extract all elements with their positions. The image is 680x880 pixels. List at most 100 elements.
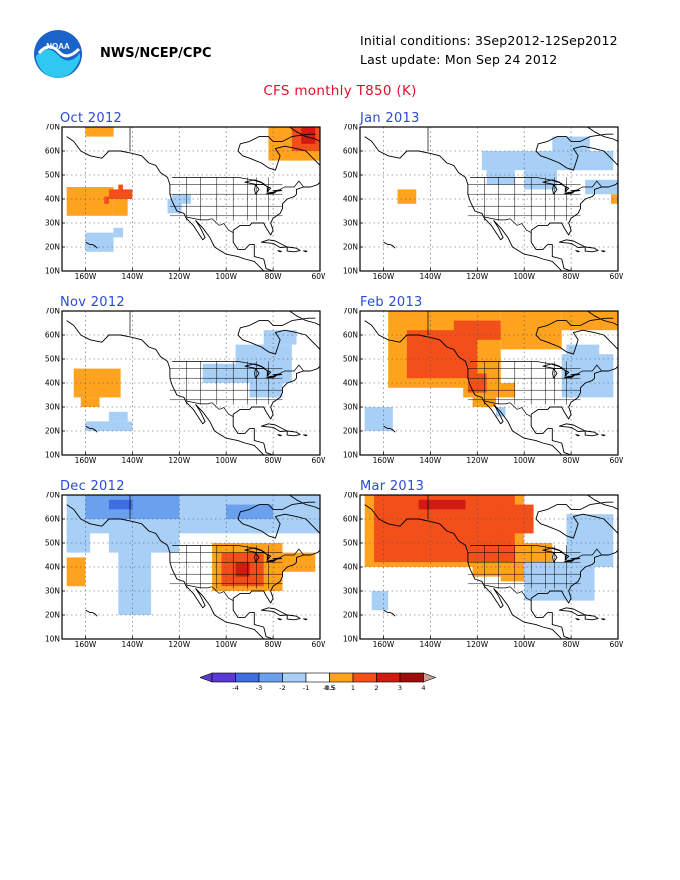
state-borders: [169, 545, 283, 589]
map-layer: [62, 311, 320, 455]
lon-tick-label: 120W: [168, 640, 190, 647]
lon-tick-label: 140W: [121, 272, 143, 279]
lat-tick-label: 40N: [343, 195, 358, 204]
anomaly-region: [202, 363, 238, 383]
lat-tick-label: 30N: [343, 403, 358, 412]
lat-tick-label: 40N: [45, 379, 60, 388]
lon-tick-label: 60W: [610, 456, 623, 463]
lat-tick-label: 10N: [45, 451, 60, 460]
anomaly-region: [118, 547, 152, 615]
map-layer: [62, 127, 320, 271]
anomaly-region: [85, 232, 114, 252]
lat-tick-label: 20N: [45, 611, 60, 620]
lat-tick-label: 60N: [343, 147, 358, 156]
lat-tick-label: 20N: [343, 243, 358, 252]
anomaly-region: [566, 344, 600, 369]
state-borders: [467, 177, 581, 221]
page-title: CFS monthly T850 (K): [263, 83, 417, 99]
lon-tick-label: 120W: [168, 272, 190, 279]
anomaly-region: [113, 194, 128, 216]
lon-tick-label: 160W: [373, 640, 395, 647]
colorbar-swatch: [305, 672, 330, 683]
lat-tick-label: 30N: [343, 587, 358, 596]
anomaly-region: [108, 499, 133, 510]
lon-tick-label: 100W: [215, 272, 237, 279]
colorbar-tick-label: -2: [279, 684, 285, 692]
anomaly-region: [301, 127, 316, 144]
noaa-logo-icon: NOAA: [33, 29, 83, 79]
lat-tick-label: 10N: [45, 267, 60, 276]
anomaly-region: [172, 194, 191, 204]
colorbar-tick-label: 4: [421, 684, 425, 692]
svg-text:NOAA: NOAA: [46, 42, 70, 51]
lat-tick-label: 20N: [45, 243, 60, 252]
anomaly-region: [85, 127, 114, 137]
lon-tick-label: 80W: [265, 640, 283, 647]
lat-tick-label: 30N: [45, 587, 60, 596]
anomaly-region: [397, 189, 417, 204]
lat-tick-label: 20N: [343, 611, 358, 620]
lon-tick-label: 80W: [265, 456, 283, 463]
panel-title-feb-2013: Feb 2013: [360, 295, 423, 310]
lat-tick-label: 50N: [45, 171, 60, 180]
lon-tick-label: 160W: [75, 456, 97, 463]
panel-title-nov-2012: Nov 2012: [60, 295, 125, 310]
lon-tick-label: 140W: [419, 456, 441, 463]
last-update: Last update: Mon Sep 24 2012: [360, 52, 558, 67]
anomaly-region: [371, 591, 389, 611]
lat-tick-label: 30N: [343, 219, 358, 228]
anomaly-region: [113, 227, 123, 238]
colorbar-swatch: [352, 672, 377, 683]
colorbar-tick-label: 2: [374, 684, 378, 692]
lon-tick-label: 60W: [610, 640, 623, 647]
anomaly-region: [85, 495, 180, 519]
lon-tick-label: 140W: [121, 456, 143, 463]
lon-tick-label: 80W: [265, 272, 283, 279]
anomaly-region: [263, 330, 297, 345]
map-panel-dec-2012: 70N 60N 50N 40N 30N 20N 10N 160W 140W 120W 100W 80W…: [40, 492, 325, 647]
state-borders: [467, 361, 581, 405]
lon-tick-label: 160W: [75, 272, 97, 279]
lat-tick-label: 60N: [343, 331, 358, 340]
coastline: [66, 127, 320, 271]
lon-tick-label: 60W: [312, 640, 325, 647]
colorbar-tick-label: -1: [303, 684, 309, 692]
colorbar-tick-label: -4: [232, 684, 238, 692]
lon-tick-label: 140W: [419, 272, 441, 279]
lon-tick-label: 60W: [312, 272, 325, 279]
anomaly-region: [235, 344, 292, 383]
map-layer: [360, 495, 618, 639]
anomaly-region: [80, 397, 100, 407]
lat-tick-label: 70N: [45, 492, 60, 500]
lat-tick-label: 70N: [45, 124, 60, 132]
anomaly-region: [524, 562, 595, 601]
coastline: [364, 495, 618, 639]
anomaly-region: [552, 136, 590, 161]
lat-tick-label: 70N: [343, 492, 358, 500]
lat-tick-label: 60N: [343, 515, 358, 524]
colorbar-swatch: [376, 672, 401, 683]
lat-tick-label: 60N: [45, 331, 60, 340]
colorbar-tick-label: -3: [256, 684, 262, 692]
lon-tick-label: 100W: [513, 456, 535, 463]
colorbar-tick-label: 3: [398, 684, 402, 692]
panel-title-dec-2012: Dec 2012: [60, 479, 125, 494]
lat-tick-label: 70N: [343, 308, 358, 316]
anomaly-region: [226, 504, 274, 519]
lon-tick-label: 120W: [168, 456, 190, 463]
state-borders: [169, 177, 283, 221]
colorbar-min-arrow: [199, 672, 213, 683]
lat-tick-label: 40N: [45, 563, 60, 572]
colorbar-swatch: [399, 672, 424, 683]
org-name: NWS/NCEP/CPC: [100, 46, 212, 61]
anomaly-region: [610, 194, 618, 204]
lon-tick-label: 120W: [466, 640, 488, 647]
lon-tick-label: 120W: [466, 272, 488, 279]
anomaly-region: [66, 557, 86, 587]
lon-tick-label: 160W: [373, 456, 395, 463]
map-panel-oct-2012: 70N 60N 50N 40N 30N 20N 10N 160W 140W 120W 100W 80W…: [40, 124, 325, 279]
lon-tick-label: 140W: [419, 640, 441, 647]
panel-title-oct-2012: Oct 2012: [60, 111, 123, 126]
lat-tick-label: 10N: [343, 267, 358, 276]
lat-tick-label: 10N: [45, 635, 60, 644]
